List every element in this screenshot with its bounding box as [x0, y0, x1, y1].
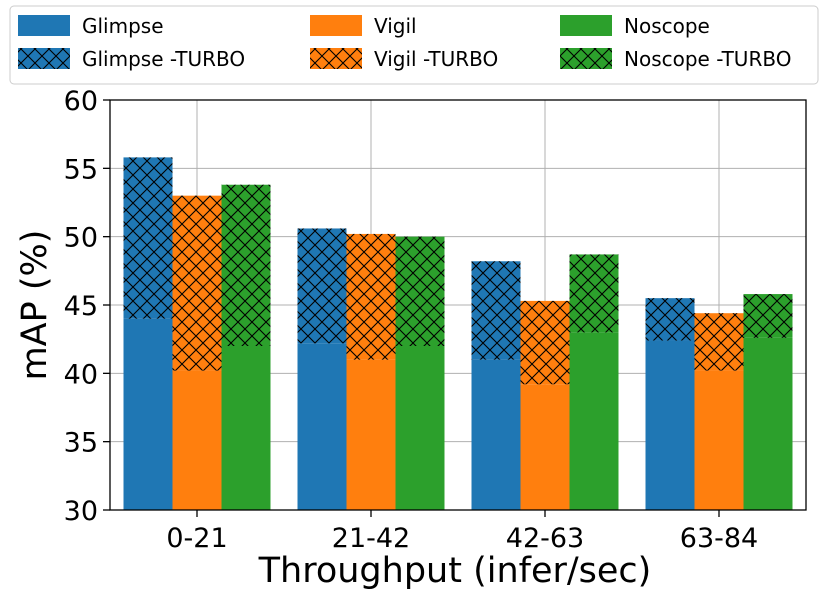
bar-vigil-turbo-hatch-21-42 [346, 233, 396, 360]
y-tick-label: 55 [64, 154, 98, 185]
legend-label: Vigil [374, 14, 417, 38]
bar-noscope-21-42 [395, 346, 445, 510]
bar-vigil-0-21 [172, 370, 222, 510]
bar-vigil-21-42 [346, 359, 396, 510]
bar-glimpse-turbo-hatch-0-21 [123, 157, 173, 319]
legend-swatch-hatch-noscope [560, 48, 612, 69]
bar-glimpse-turbo-hatch-42-63 [471, 261, 521, 360]
y-tick-label: 60 [64, 86, 98, 117]
legend-swatch-noscope [560, 15, 612, 36]
bar-vigil-turbo-hatch-42-63 [520, 300, 570, 385]
bar-vigil-turbo-hatch-0-21 [172, 195, 222, 371]
y-tick-label: 35 [64, 428, 98, 459]
bar-glimpse-42-63 [471, 359, 521, 510]
bar-noscope-turbo-hatch-0-21 [221, 184, 271, 346]
bar-noscope-turbo-hatch-63-84 [743, 294, 793, 338]
legend-swatch-hatch-vigil [310, 48, 362, 69]
legend-label: Glimpse [82, 14, 164, 38]
bar-glimpse-turbo-hatch-63-84 [645, 298, 695, 341]
bar-vigil-42-63 [520, 384, 570, 510]
y-tick-label: 30 [64, 496, 98, 527]
plot-area: 30 35 40 45 50 55 60 0-21 21-42 42-63 63-84 [64, 86, 807, 554]
bar-noscope-turbo-hatch-21-42 [395, 236, 445, 346]
y-tick-label: 45 [64, 291, 98, 322]
bar-noscope-42-63 [569, 332, 619, 510]
y-axis-title: mAP (%) [15, 230, 55, 381]
bar-glimpse-turbo-hatch-21-42 [297, 228, 347, 344]
bar-noscope-0-21 [221, 346, 271, 510]
y-tick-label: 40 [64, 359, 98, 390]
legend-label: Noscope [624, 14, 710, 38]
bar-vigil-63-84 [694, 370, 744, 510]
legend-label: Noscope -TURBO [624, 47, 791, 71]
bar-noscope-63-84 [743, 337, 793, 510]
x-tick-label: 0-21 [166, 523, 227, 554]
x-tick-label: 63-84 [680, 523, 758, 554]
bar-vigil-turbo-hatch-63-84 [694, 313, 744, 371]
legend-swatch-glimpse [18, 15, 70, 36]
bar-glimpse-0-21 [123, 318, 173, 510]
x-tick-label: 21-42 [332, 523, 410, 554]
legend-swatch-hatch-glimpse [18, 48, 70, 69]
legend-swatch-vigil [310, 15, 362, 36]
y-tick-label: 50 [64, 223, 98, 254]
bar-glimpse-63-84 [645, 340, 695, 510]
x-tick-label: 42-63 [506, 523, 584, 554]
bar-noscope-turbo-hatch-42-63 [569, 254, 619, 333]
legend-label: Vigil -TURBO [374, 47, 498, 71]
legend: Glimpse Glimpse -TURBO Vigil Vigil -TURBO No… [9, 5, 819, 85]
bar-glimpse-21-42 [297, 343, 347, 510]
x-axis-title: Throughput (infer/sec) [258, 551, 652, 591]
legend-label: Glimpse -TURBO [82, 47, 245, 71]
